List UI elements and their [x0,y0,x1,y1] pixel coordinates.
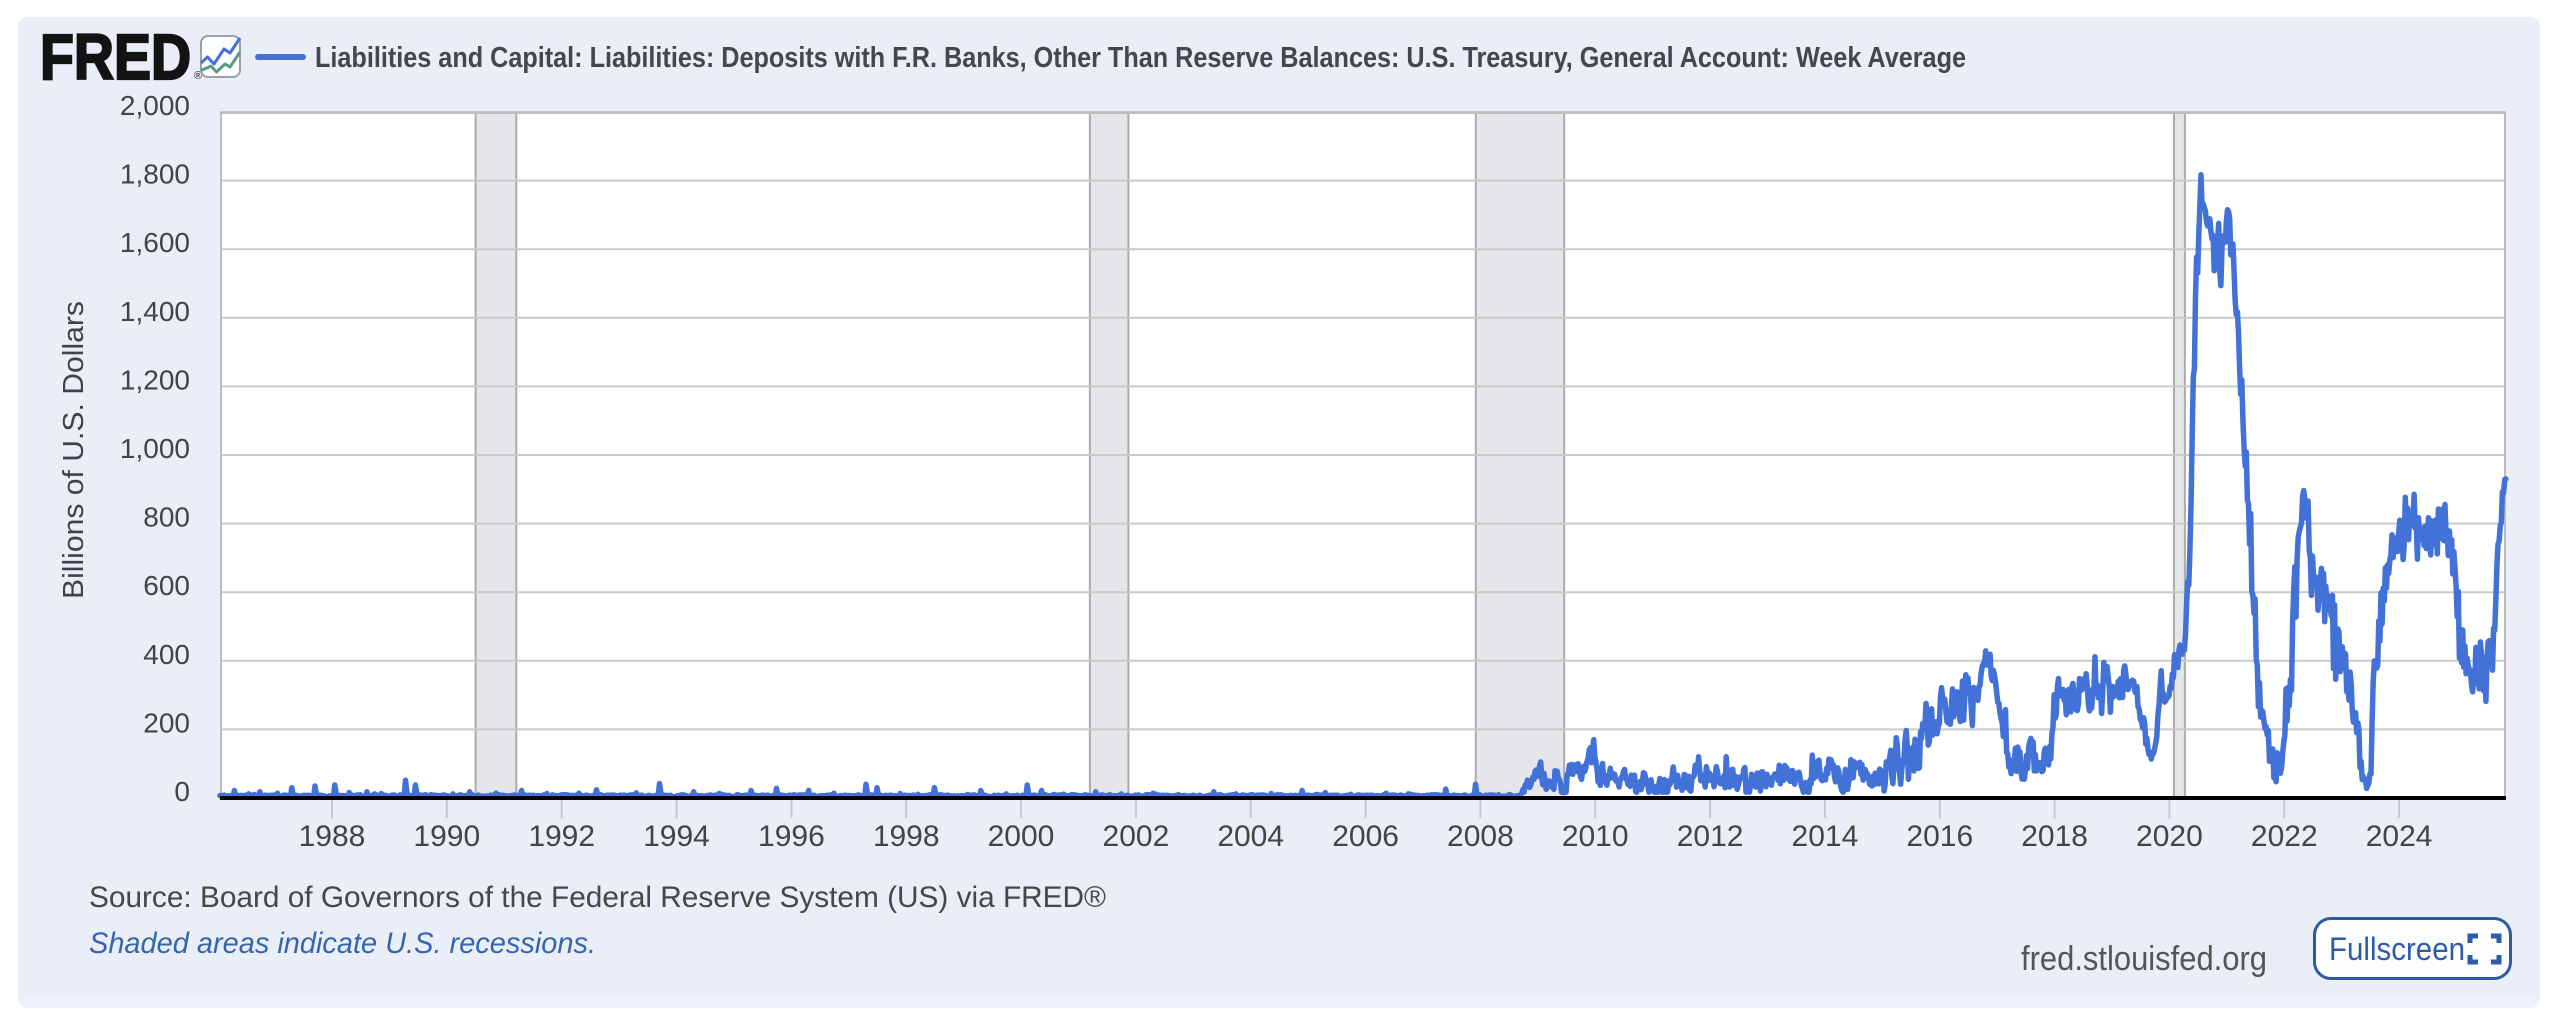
svg-text:1,200: 1,200 [120,364,190,395]
svg-text:2008: 2008 [1447,820,1514,853]
svg-text:1988: 1988 [299,820,366,853]
svg-text:400: 400 [143,639,190,670]
svg-text:®: ® [194,70,202,82]
svg-text:200: 200 [143,707,190,738]
svg-text:Fullscreen: Fullscreen [2329,931,2465,967]
svg-text:0: 0 [174,776,190,807]
svg-text:2022: 2022 [2251,820,2318,853]
svg-text:2002: 2002 [1103,820,1170,853]
svg-text:1994: 1994 [643,820,710,853]
svg-text:2006: 2006 [1332,820,1399,853]
svg-text:2024: 2024 [2366,820,2433,853]
svg-text:Source: Board of Governors of: Source: Board of Governors of the Federa… [89,881,1106,914]
svg-text:1,400: 1,400 [120,296,190,327]
svg-text:Liabilities and Capital: Liabi: Liabilities and Capital: Liabilities: De… [315,42,1966,74]
svg-text:1,800: 1,800 [120,159,190,190]
svg-text:2000: 2000 [988,820,1055,853]
svg-text:2018: 2018 [2021,820,2088,853]
svg-text:FRED: FRED [40,21,191,93]
svg-text:2016: 2016 [1906,820,1973,853]
svg-text:1992: 1992 [528,820,595,853]
svg-text:600: 600 [143,570,190,601]
svg-text:1998: 1998 [873,820,940,853]
svg-text:Shaded areas indicate U.S. rec: Shaded areas indicate U.S. recessions. [89,927,596,960]
svg-text:2012: 2012 [1677,820,1744,853]
svg-text:1990: 1990 [413,820,480,853]
svg-text:1996: 1996 [758,820,825,853]
svg-text:1,600: 1,600 [120,227,190,258]
svg-text:800: 800 [143,502,190,533]
svg-text:1,000: 1,000 [120,433,190,464]
svg-text:2020: 2020 [2136,820,2203,853]
svg-text:2004: 2004 [1217,820,1284,853]
svg-text:Billions of U.S. Dollars: Billions of U.S. Dollars [58,301,90,599]
svg-text:2010: 2010 [1562,820,1629,853]
svg-text:2014: 2014 [1792,820,1859,853]
svg-text:2,000: 2,000 [120,90,190,121]
svg-text:fred.stlouisfed.org: fred.stlouisfed.org [2021,940,2267,978]
